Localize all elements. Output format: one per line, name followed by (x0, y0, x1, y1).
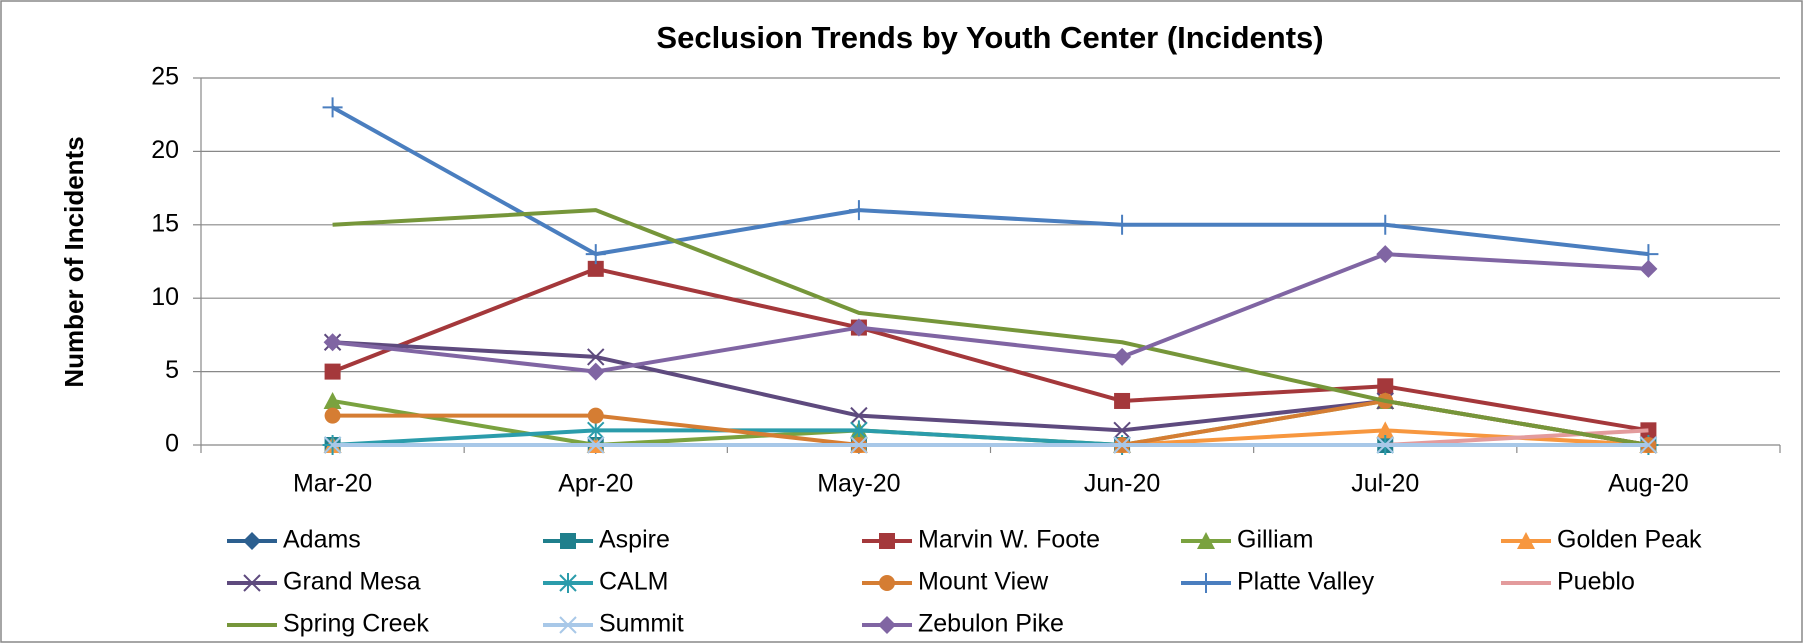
series-line (332, 208, 1649, 447)
legend-label: CALM (599, 568, 668, 596)
marker (1114, 392, 1131, 409)
marker (243, 532, 261, 550)
legend-label: Zebulon Pike (918, 610, 1064, 638)
marker (848, 200, 869, 221)
x-tick-label: Jun-20 (1084, 470, 1160, 498)
marker (1197, 532, 1215, 549)
marker (1639, 259, 1658, 278)
marker (559, 616, 577, 634)
series-line (331, 266, 1649, 433)
marker (879, 533, 895, 549)
marker (1376, 245, 1395, 264)
legend-label: Gilliam (1237, 526, 1313, 554)
marker (587, 407, 604, 424)
y-tick-label: 10 (151, 283, 179, 311)
legend-label: Golden Peak (1557, 526, 1702, 554)
marker (1375, 214, 1396, 235)
x-tick-label: Mar-20 (293, 470, 372, 498)
y-tick-label: 5 (165, 356, 179, 384)
x-tick-label: May-20 (817, 470, 900, 498)
marker (586, 362, 605, 381)
marker (322, 97, 343, 118)
marker (1113, 347, 1132, 366)
marker (587, 348, 605, 366)
marker (1377, 378, 1394, 395)
marker (324, 363, 341, 380)
marker (324, 407, 341, 424)
legend-label: Aspire (599, 526, 670, 554)
legend-label: Mount View (918, 568, 1049, 596)
legend-label: Summit (599, 610, 684, 638)
legend-label: Marvin W. Foote (918, 526, 1100, 554)
marker (585, 420, 606, 441)
y-tick-label: 0 (165, 430, 179, 458)
marker (323, 391, 342, 409)
marker (878, 616, 896, 634)
marker (1376, 436, 1394, 454)
marker (1113, 421, 1131, 440)
marker (585, 244, 606, 265)
marker (850, 406, 868, 425)
marker (560, 533, 576, 549)
y-axis-title: Number of Incidents (59, 136, 89, 387)
marker (587, 436, 605, 454)
x-tick-label: Aug-20 (1608, 470, 1689, 498)
marker (849, 318, 868, 337)
marker (1112, 214, 1133, 235)
legend-label: Spring Creek (283, 610, 429, 638)
series-line (332, 252, 1649, 374)
chart-title: Seclusion Trends by Youth Center (Incide… (656, 20, 1323, 55)
x-tick-label: Jul-20 (1351, 470, 1419, 498)
marker (1517, 532, 1535, 549)
marker (1113, 436, 1131, 454)
x-tick-label: Apr-20 (558, 470, 633, 498)
marker (323, 333, 342, 352)
marker (323, 436, 342, 454)
marker (850, 436, 868, 454)
marker (1376, 421, 1395, 439)
marker (879, 575, 895, 591)
y-tick-label: 15 (151, 209, 179, 237)
legend-label: Platte Valley (1237, 568, 1375, 596)
marker (587, 260, 604, 277)
legend-label: Pueblo (1557, 568, 1635, 596)
series-line (331, 105, 1649, 257)
marker (558, 573, 578, 593)
y-tick-label: 20 (151, 136, 179, 164)
y-tick-label: 25 (151, 63, 179, 91)
marker (848, 420, 869, 441)
marker (243, 574, 261, 592)
legend-label: Grand Mesa (283, 568, 421, 596)
legend-label: Adams (283, 526, 361, 554)
marker (1196, 573, 1216, 593)
marker (1639, 436, 1658, 454)
